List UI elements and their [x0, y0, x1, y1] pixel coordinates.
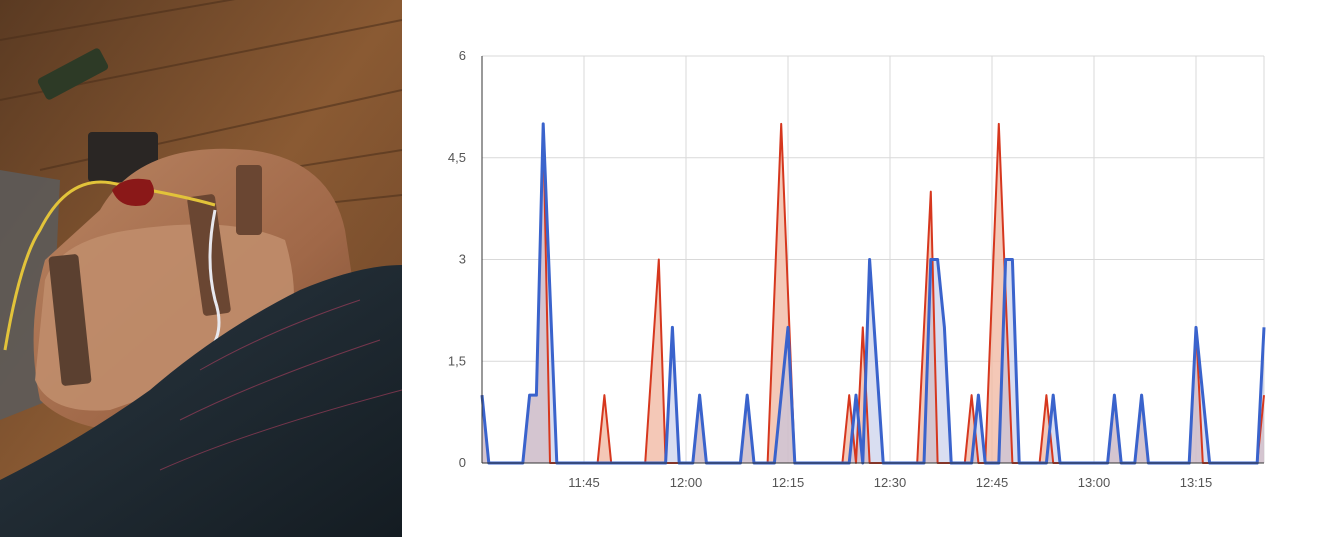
series-layer	[480, 122, 1266, 465]
tick-labels: 0 1,5 3 4,5 6 11:45 12:00 12:15 12:30 12:45 13:00 1…	[448, 48, 1212, 490]
x-tick-label: 12:30	[874, 475, 907, 490]
area-chart: 0 1,5 3 4,5 6 11:45 12:00 12:15 12:30 12:45 13:00 1…	[448, 48, 1266, 490]
x-tick-label: 13:15	[1180, 475, 1213, 490]
photo-panel	[0, 0, 402, 537]
knee-stitching	[159, 299, 402, 471]
series-2-line	[480, 122, 1266, 465]
series-2-area	[482, 123, 1264, 463]
y-tick-label: 4,5	[448, 150, 466, 165]
knee	[0, 265, 402, 537]
wire	[3, 180, 216, 351]
y-tick-label: 3	[459, 252, 466, 267]
x-tick-label: 12:00	[670, 475, 703, 490]
cable	[208, 209, 221, 351]
red-object	[112, 178, 154, 206]
y-tick-label: 0	[459, 455, 466, 470]
strap-right	[236, 165, 262, 235]
y-tick-label: 6	[459, 48, 466, 63]
x-tick-label: 12:15	[772, 475, 805, 490]
x-tick-label: 12:45	[976, 475, 1009, 490]
bag-flap	[35, 224, 294, 411]
axes	[481, 56, 1264, 464]
strap-left	[48, 254, 92, 386]
y-tick-label: 1,5	[448, 353, 466, 368]
x-tick-label: 13:00	[1078, 475, 1111, 490]
stapler	[37, 48, 109, 100]
x-tick-label: 11:45	[568, 475, 600, 490]
